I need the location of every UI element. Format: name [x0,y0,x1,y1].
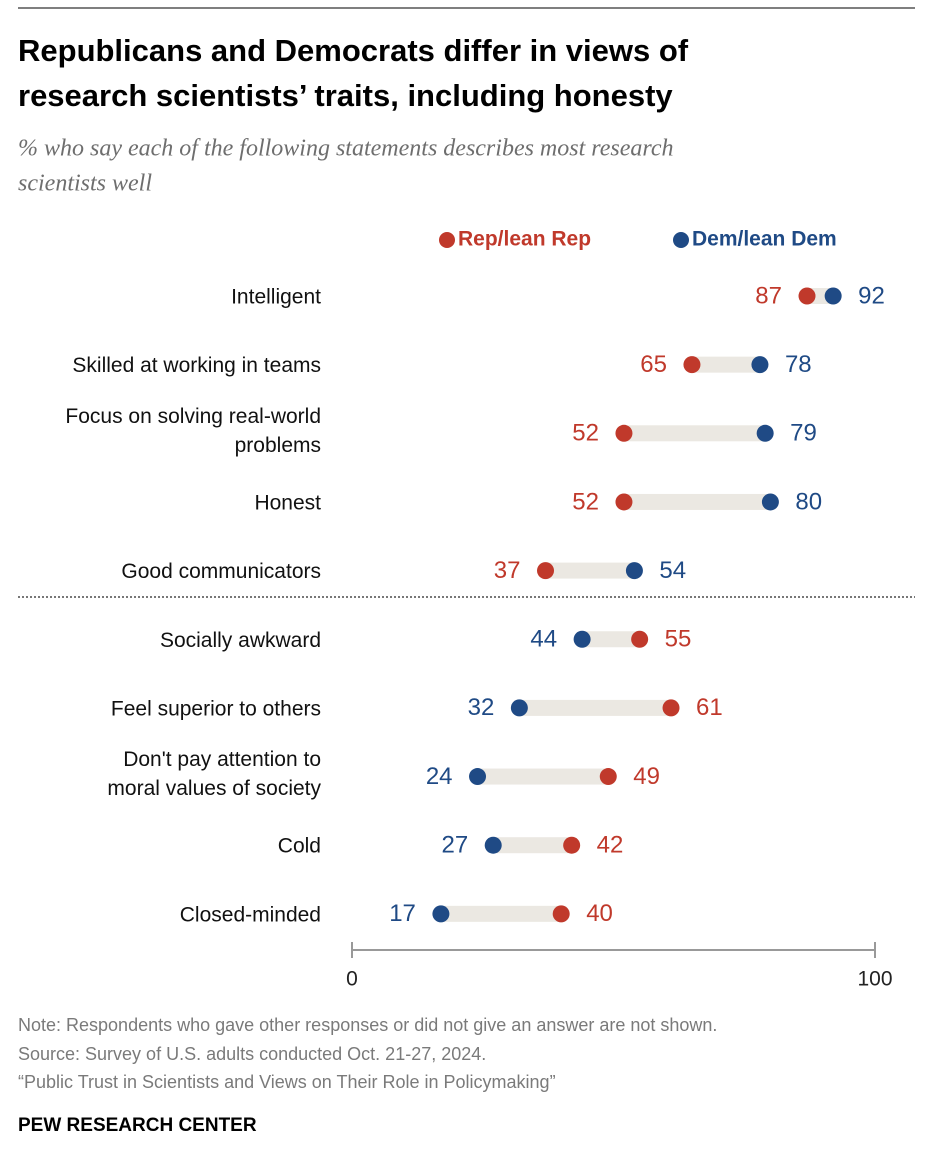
value-label: 61 [696,694,723,721]
dot [625,562,643,580]
chart-title: Republicans and Democrats differ in view… [18,33,689,68]
value-label: 65 [640,351,667,378]
note: Note: Respondents who gave other respons… [18,1015,717,1035]
value-label: 78 [785,351,812,378]
range-bar [623,493,771,510]
value-label: 24 [426,763,453,790]
value-label: 92 [858,282,885,309]
range-bar [691,356,760,373]
dot [761,493,779,511]
value-label: 52 [572,420,599,447]
value-label: 54 [659,557,686,584]
category-label: Closed-minded [180,903,321,926]
value-label: 79 [790,420,817,447]
dot [615,424,633,442]
category-label: Skilled at working in teams [72,354,321,377]
category-label-line: moral values of society [107,777,321,800]
brand: PEW RESEARCH CENTER [18,1115,257,1136]
legend-marker [439,232,455,248]
category-label-line: Don't pay attention to [123,748,321,771]
value-label: 40 [586,900,613,927]
x-tick-label: 0 [346,968,358,991]
dot [615,493,633,511]
dot [510,699,528,717]
dot [798,287,816,305]
x-tick-label: 100 [857,968,892,991]
dot [631,630,649,648]
category-label: Focus on solving real-world problems [65,404,321,456]
range-bar [623,425,766,442]
dot [683,356,701,374]
category-label: Feel superior to others [111,697,321,720]
report-title: “Public Trust in Scientists and Views on… [18,1072,556,1092]
value-label: 87 [755,282,782,309]
range-bar [477,768,609,785]
value-label: 37 [494,557,521,584]
dot [484,836,502,854]
legend-marker [673,232,689,248]
dot [563,836,581,854]
value-label: 27 [442,832,469,859]
value-label: 32 [468,694,495,721]
value-label: 17 [389,900,416,927]
value-label: 42 [597,832,624,859]
value-label: 44 [530,626,557,653]
dot [432,905,450,923]
range-bar [440,905,562,922]
value-label: 80 [795,488,822,515]
range-bar [519,699,672,716]
range-bar [545,562,635,579]
category-label: Socially awkward [160,629,321,652]
category-label: Good communicators [121,560,321,583]
dot [824,287,842,305]
category-label-line: Focus on solving real-world [65,404,321,427]
category-label: Intelligent [231,286,321,309]
source: Source: Survey of U.S. adults conducted … [18,1044,486,1064]
category-label-line: problems [235,433,321,456]
legend-label: Rep/lean Rep [458,228,591,251]
range-bar [582,631,640,648]
legend-label: Dem/lean Dem [692,228,837,251]
value-label: 49 [633,763,660,790]
dot [537,562,555,580]
dot [573,630,591,648]
dot [552,905,570,923]
category-label: Don't pay attention to moral values of so… [107,748,321,800]
dot [469,768,487,786]
value-label: 55 [665,626,692,653]
chart-subtitle: scientists well [18,171,152,197]
dot [599,768,617,786]
dot [751,356,769,374]
category-label: Honest [254,491,321,514]
dot [756,424,774,442]
value-label: 52 [572,488,599,515]
dot [662,699,680,717]
category-label: Cold [278,835,321,858]
range-bar [493,837,572,854]
chart-subtitle: % who say each of the following statemen… [18,136,673,162]
chart-title: research scientists’ traits, including h… [18,78,673,113]
